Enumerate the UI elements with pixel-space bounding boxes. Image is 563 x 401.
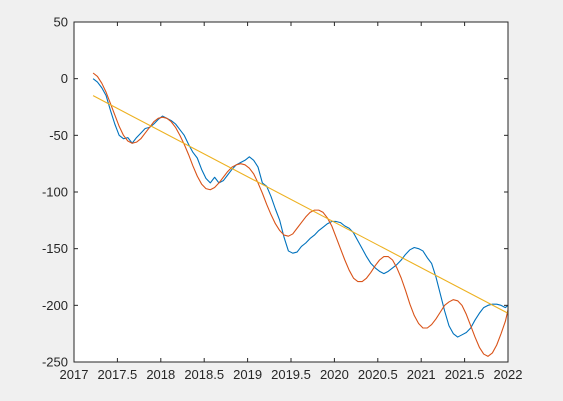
y-tick-label: -150 <box>42 241 68 256</box>
x-tick-label: 2021.5 <box>445 367 485 382</box>
x-tick-label: 2020.5 <box>358 367 398 382</box>
x-ticks: 2017 2017.5 2018 2018.5 2019 2019.5 2020 2020.5… <box>60 22 523 382</box>
series-2-line <box>92 72 509 357</box>
y-ticks: 50 0 -50 -100 -150 -200 -250 <box>42 15 508 370</box>
x-tick-label: 2019 <box>233 367 262 382</box>
series-layer <box>92 72 509 357</box>
x-tick-label: 2020 <box>320 367 349 382</box>
x-tick-label: 2017 <box>60 367 89 382</box>
x-tick-label: 2022 <box>494 367 523 382</box>
y-tick-label: -200 <box>42 298 68 313</box>
x-tick-label: 2019.5 <box>271 367 311 382</box>
y-tick-label: -100 <box>42 185 68 200</box>
y-tick-label: 50 <box>54 15 68 30</box>
y-tick-label: -50 <box>49 128 68 143</box>
x-tick-label: 2018.5 <box>184 367 224 382</box>
x-tick-label: 2021 <box>407 367 436 382</box>
plot-area <box>74 22 508 362</box>
x-tick-label: 2018 <box>146 367 175 382</box>
series-1-line <box>92 78 509 338</box>
x-tick-label: 2017.5 <box>98 367 138 382</box>
y-tick-label: -250 <box>42 355 68 370</box>
y-tick-label: 0 <box>61 71 68 86</box>
series-3-line <box>92 95 509 314</box>
